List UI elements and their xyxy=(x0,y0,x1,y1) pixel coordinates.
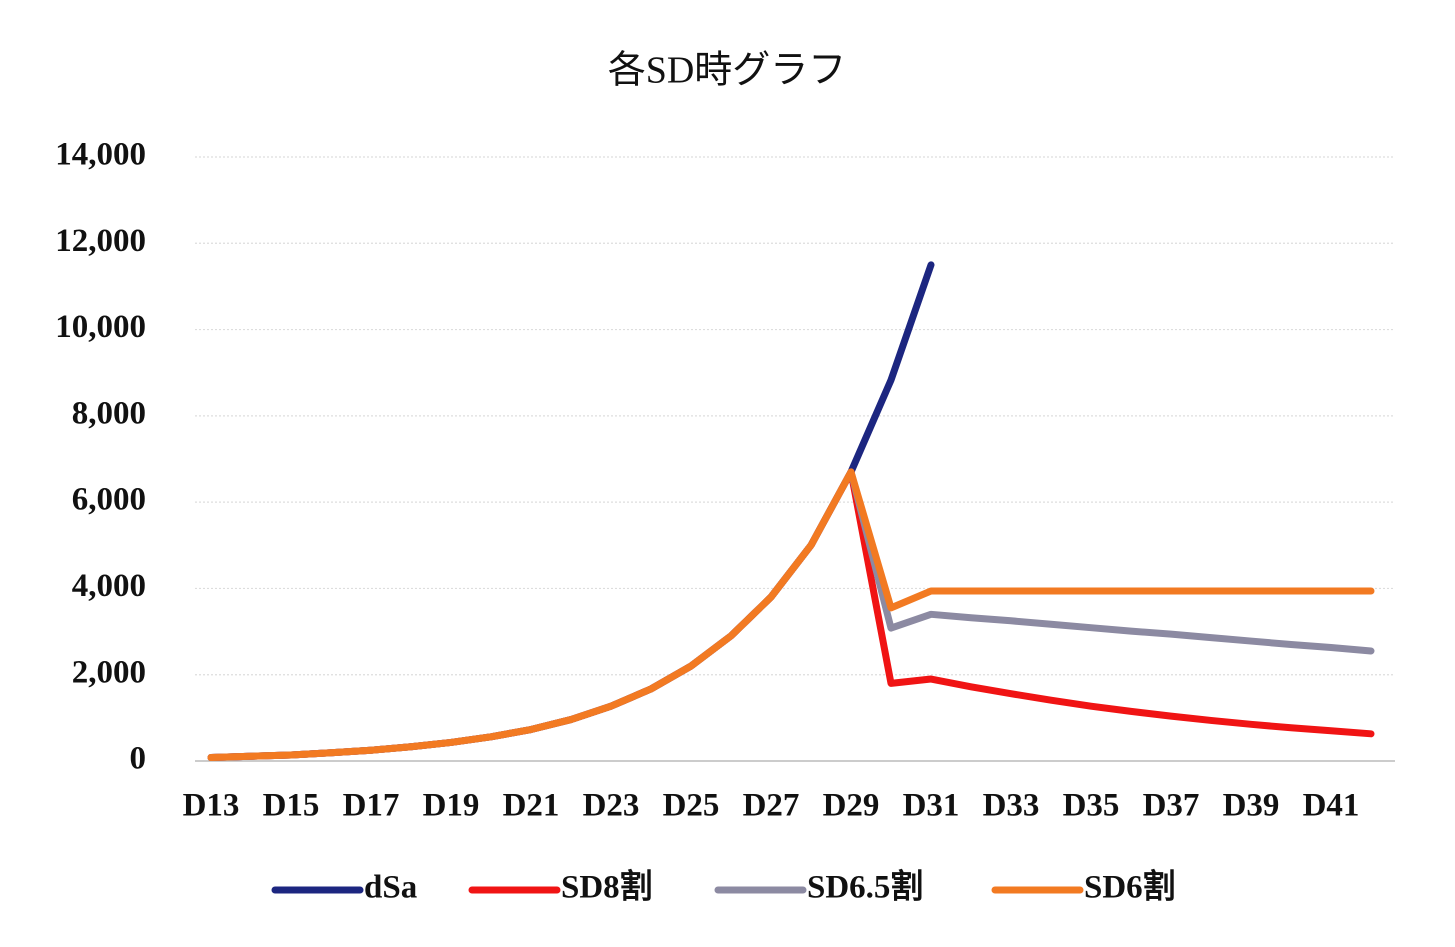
legend-label: SD8割 xyxy=(561,869,653,906)
x-tick-label: D39 xyxy=(1223,788,1280,824)
x-tick-label: D27 xyxy=(743,788,800,824)
y-tick-label: 6,000 xyxy=(72,482,146,518)
x-tick-label: D35 xyxy=(1063,788,1120,824)
x-tick-label: D25 xyxy=(663,788,720,824)
x-tick-label: D29 xyxy=(823,788,880,824)
legend-label: SD6割 xyxy=(1084,869,1176,906)
y-tick-label: 10,000 xyxy=(55,309,146,345)
x-tick-label: D37 xyxy=(1143,788,1200,824)
y-tick-label: 12,000 xyxy=(55,223,146,259)
series-line xyxy=(207,468,1375,762)
y-tick-label: 14,000 xyxy=(55,137,146,173)
series-line xyxy=(207,468,1375,762)
x-tick-label: D41 xyxy=(1303,788,1360,824)
x-tick-label: D13 xyxy=(183,788,240,824)
x-tick-label: D19 xyxy=(423,788,480,824)
legend-label: dSa xyxy=(364,870,417,906)
series-line xyxy=(207,261,935,762)
x-tick-label: D17 xyxy=(343,788,400,824)
series-line xyxy=(207,468,1375,762)
x-tick-label: D33 xyxy=(983,788,1040,824)
x-tick-label: D23 xyxy=(583,788,640,824)
legend-label: SD6.5割 xyxy=(807,869,923,906)
chart-title: 各SD時グラフ xyxy=(608,50,847,92)
x-tick-label: D15 xyxy=(263,788,320,824)
x-tick-label: D21 xyxy=(503,788,560,824)
y-tick-label: 0 xyxy=(130,741,147,777)
y-tick-label: 4,000 xyxy=(72,568,146,604)
y-tick-label: 2,000 xyxy=(72,654,146,690)
x-tick-label: D31 xyxy=(903,788,960,824)
y-tick-label: 8,000 xyxy=(72,395,146,431)
